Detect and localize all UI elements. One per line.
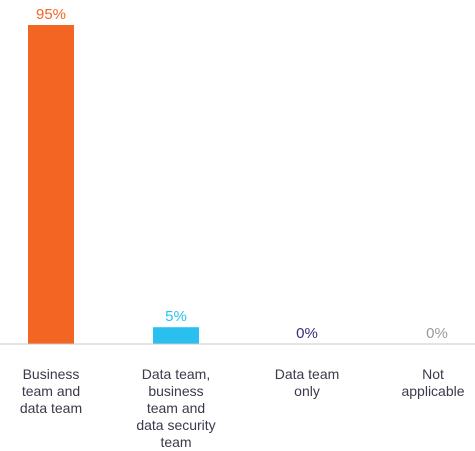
value-label-not-applicable: 0% bbox=[426, 325, 448, 342]
category-label-line: business bbox=[148, 383, 204, 399]
category-label-line: Business bbox=[22, 366, 80, 382]
category-label-line: team and bbox=[21, 383, 81, 399]
category-label-line: data team bbox=[19, 400, 83, 416]
bar-data-team-business-data-security bbox=[153, 327, 199, 344]
bar-business-team-and-data-team bbox=[28, 25, 74, 344]
category-label-business-team-and-data-team: Business team and data team bbox=[0, 366, 111, 417]
category-label-line: Not bbox=[422, 366, 444, 382]
value-label-data-team-only: 0% bbox=[296, 325, 318, 342]
category-label-line: data security bbox=[136, 417, 216, 433]
category-label-data-team-only: Data team only bbox=[247, 366, 367, 400]
bars-group bbox=[28, 25, 199, 344]
category-label-line: Data team, bbox=[141, 366, 211, 382]
category-label-line: team bbox=[160, 434, 192, 450]
category-label-not-applicable: Not applicable bbox=[373, 366, 475, 400]
value-label-business-team-and-data-team: 95% bbox=[36, 6, 66, 23]
value-label-data-team-business-data-security: 5% bbox=[165, 308, 187, 325]
category-label-line: applicable bbox=[401, 383, 465, 399]
category-label-line: team and bbox=[146, 400, 206, 416]
category-label-line: Data team bbox=[274, 366, 340, 382]
category-label-line: only bbox=[294, 383, 320, 399]
category-label-data-team-business-team-and-data-security-team: Data team, business team and data securi… bbox=[116, 366, 236, 451]
value-labels-group: 95% 5% 0% 0% bbox=[36, 6, 448, 342]
